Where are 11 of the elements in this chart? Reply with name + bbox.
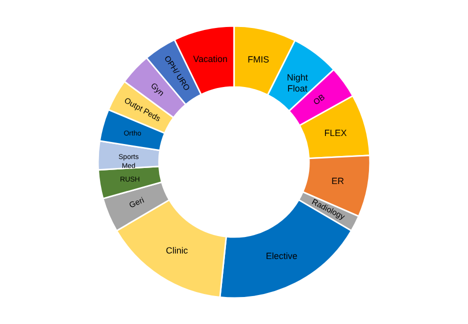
slice-label: Gyn: [148, 81, 166, 98]
slice-label: FMIS: [248, 54, 270, 64]
slice-label: Geri: [128, 196, 146, 210]
slice-label: Vacation: [193, 54, 228, 64]
slice-label: FLEX: [324, 128, 347, 138]
slice-label: Elective: [266, 251, 298, 262]
slice-label: Night Float: [286, 72, 308, 94]
slice-label: Outpt Peds: [122, 96, 162, 124]
slice-label: Clinic: [166, 246, 188, 256]
slice-label: ER: [332, 176, 345, 186]
slice-label: OB: [312, 92, 326, 107]
